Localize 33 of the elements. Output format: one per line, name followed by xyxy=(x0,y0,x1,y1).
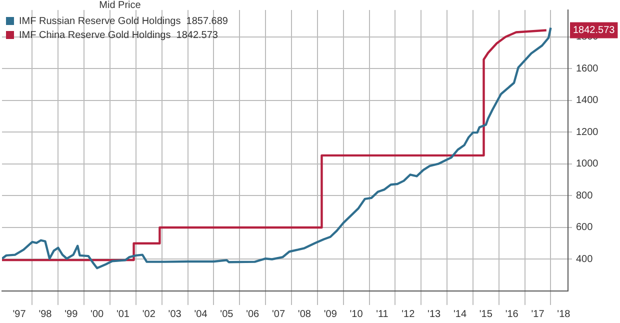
y-tick-label: 1200 xyxy=(576,126,599,138)
y-tick-label: 600 xyxy=(576,222,594,234)
x-tick-label: '08 xyxy=(298,308,312,320)
x-tick-label: '05 xyxy=(220,308,234,320)
x-tick-label: '02 xyxy=(142,308,156,320)
legend-title: Mid Price xyxy=(99,0,142,11)
x-tick-label: '09 xyxy=(324,308,338,320)
legend-label: IMF China Reserve Gold Holdings 1842.573 xyxy=(19,30,218,41)
x-tick-label: '14 xyxy=(453,308,467,320)
x-tick-label: '11 xyxy=(376,308,389,320)
x-tick-label: '06 xyxy=(246,308,260,320)
x-tick-label: '17 xyxy=(531,308,545,320)
x-tick-label: '13 xyxy=(428,308,442,320)
x-tick-label: '00 xyxy=(90,308,104,320)
x-tick-label: '12 xyxy=(402,308,416,320)
x-tick-label: '98 xyxy=(38,308,52,320)
y-tick-label: 1400 xyxy=(576,95,599,106)
legend-label: IMF Russian Reserve Gold Holdings 1857.689 xyxy=(19,16,228,27)
text: 1842.573 xyxy=(573,24,616,36)
y-tick-label: 1600 xyxy=(576,63,599,74)
x-tick-label: '15 xyxy=(479,308,493,320)
x-tick-label: '04 xyxy=(194,308,208,320)
y-tick-label: 800 xyxy=(576,190,594,202)
x-tick-label: '18 xyxy=(557,308,571,320)
y-tick-label: 400 xyxy=(576,254,594,265)
x-tick-label: '10 xyxy=(350,308,364,320)
x-tick-label: '03 xyxy=(168,308,182,320)
x-tick-label: '16 xyxy=(505,308,519,320)
x-tick-label: '97 xyxy=(12,308,26,320)
x-tick-label: '07 xyxy=(272,308,286,320)
x-tick-label: '01 xyxy=(116,308,130,320)
y-tick-label: 1000 xyxy=(576,158,599,170)
x-tick-label: '99 xyxy=(64,308,78,320)
